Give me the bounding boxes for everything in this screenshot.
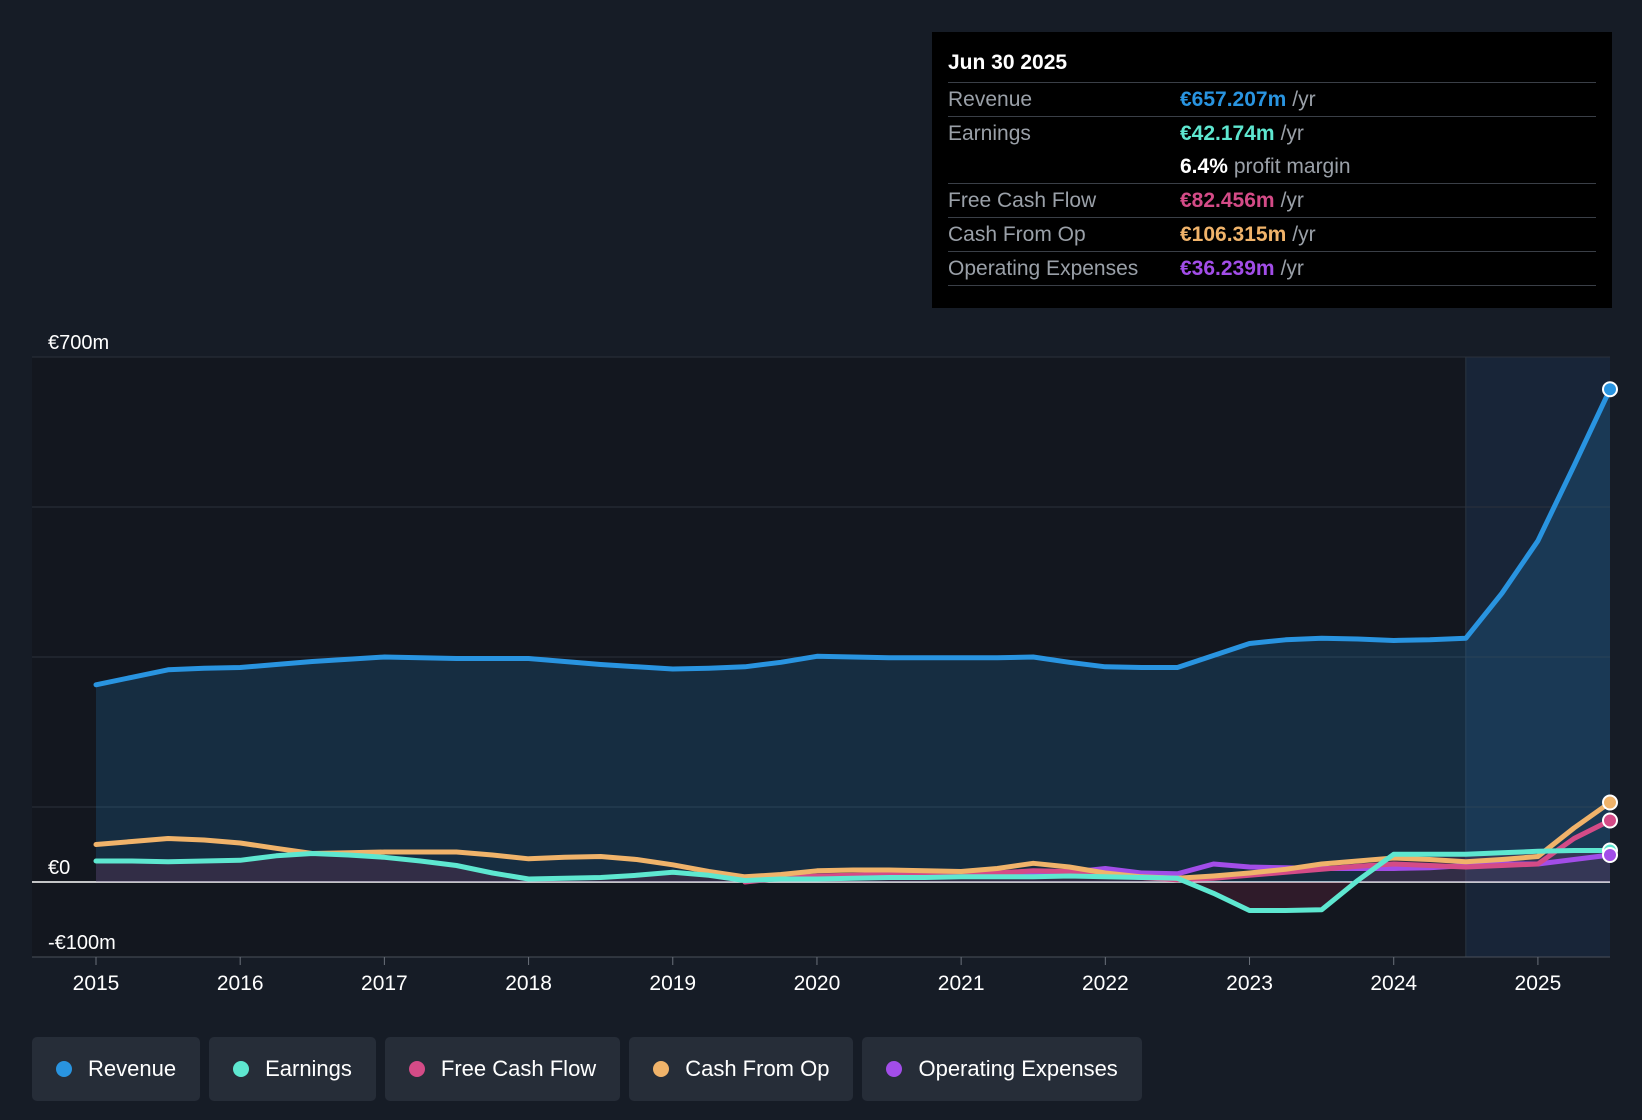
area-revenue [96,389,1610,882]
data-tooltip: Jun 30 2025 Revenue €657.207m /yr Earnin… [932,32,1612,308]
line-revenue [93,386,1613,688]
y-tick-label: €700m [48,332,109,354]
x-tick-label: 2016 [217,972,264,995]
end-marker-operating-expenses [1602,847,1618,863]
x-tick-label: 2024 [1370,972,1417,995]
x-tick-label: 2023 [1226,972,1273,995]
tooltip-row-cash-from-op: Cash From Op €106.315m /yr [948,218,1596,252]
legend-item-free-cash-flow[interactable]: Free Cash Flow [384,1037,621,1101]
tooltip-row-profit-margin: 6.4% profit margin [948,150,1596,184]
tooltip-row-revenue: Revenue €657.207m /yr [948,83,1596,117]
legend-label: Revenue [88,1056,177,1081]
tooltip-value: €657.207m [1180,87,1287,111]
profit-margin-value: 6.4% [1180,154,1228,178]
profit-margin-label: profit margin [1233,154,1351,178]
tooltip-label: Free Cash Flow [948,188,1097,212]
end-marker-free-cash-flow [1602,812,1618,829]
chart-legend: Revenue Earnings Free Cash Flow Cash Fro… [32,1037,1151,1101]
tooltip-unit: /yr [1280,256,1304,280]
legend-dot-icon [233,1061,250,1077]
tooltip-unit: /yr [1292,87,1316,111]
legend-label: Cash From Op [685,1056,830,1081]
tooltip-label: Cash From Op [948,222,1086,246]
tooltip-value: €82.456m [1180,188,1275,212]
legend-dot-icon [886,1061,903,1077]
legend-dot-icon [56,1061,72,1077]
tooltip-label: Operating Expenses [948,256,1139,280]
legend-label: Operating Expenses [918,1056,1118,1081]
x-tick-label: 2025 [1515,972,1562,995]
legend-dot-icon [653,1061,670,1077]
legend-item-cash-from-op[interactable]: Cash From Op [629,1037,854,1101]
tooltip-unit: /yr [1280,121,1304,145]
x-tick-label: 2019 [649,972,696,995]
tooltip-label: Earnings [948,121,1031,145]
x-tick-label: 2017 [361,972,408,995]
tooltip-row-earnings: Earnings €42.174m /yr [948,117,1596,150]
y-tick-label: €0 [48,857,70,879]
line-earnings [93,848,1613,913]
legend-label: Free Cash Flow [440,1056,597,1081]
tooltip-date: Jun 30 2025 [948,48,1596,83]
tooltip-row-free-cash-flow: Free Cash Flow €82.456m /yr [948,184,1596,218]
tooltip-value: €36.239m [1180,256,1275,280]
x-tick-label: 2022 [1082,972,1129,995]
legend-item-revenue[interactable]: Revenue [32,1037,201,1101]
end-marker-cash-from-op [1602,794,1618,811]
x-tick-label: 2018 [505,972,552,995]
legend-item-operating-expenses[interactable]: Operating Expenses [862,1037,1142,1101]
tooltip-unit: /yr [1292,222,1316,246]
y-tick-label: -€100m [48,932,116,954]
end-marker-revenue [1602,381,1618,398]
tooltip-value: €42.174m [1180,121,1275,145]
tooltip-value: €106.315m [1180,222,1287,246]
x-tick-label: 2020 [794,972,841,995]
legend-label: Earnings [265,1056,352,1081]
tooltip-row-operating-expenses: Operating Expenses €36.239m /yr [948,252,1596,286]
tooltip-unit: /yr [1280,188,1304,212]
x-tick-label: 2021 [938,972,985,995]
x-tick-label: 2015 [73,972,120,995]
legend-dot-icon [408,1061,425,1077]
tooltip-label: Revenue [948,87,1033,111]
legend-item-earnings[interactable]: Earnings [209,1037,376,1101]
